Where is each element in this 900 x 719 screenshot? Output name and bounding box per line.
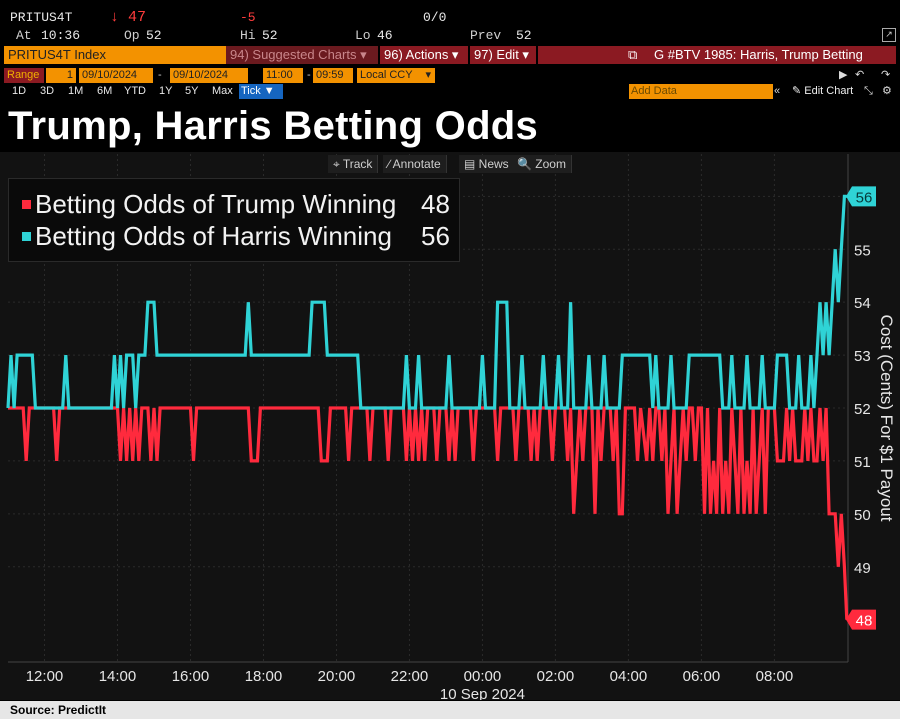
- actions-menu[interactable]: 96) Actions ▾: [380, 46, 468, 64]
- x-date-label: 10 Sep 2024: [440, 686, 525, 700]
- timeframe-1m[interactable]: 1M: [68, 85, 84, 97]
- harris-line: [6, 194, 847, 410]
- x-tick-label: 20:00: [318, 668, 356, 685]
- chart-type-icon[interactable]: ⤡: [864, 85, 873, 97]
- y-tick-label: 55: [854, 242, 871, 259]
- legend-label-trump: Betting Odds of Trump Winning: [35, 189, 397, 219]
- range-dash: -: [158, 69, 162, 81]
- start-time-input[interactable]: 11:00: [263, 68, 303, 83]
- undo-icon[interactable]: ↶: [855, 69, 865, 81]
- legend: Betting Odds of Trump Winning 48 Betting…: [8, 178, 460, 262]
- play-icon[interactable]: ▶: [839, 69, 848, 81]
- x-tick-label: 02:00: [537, 668, 575, 685]
- range-input[interactable]: 1: [46, 68, 76, 83]
- x-tick-label: 18:00: [245, 668, 283, 685]
- currency-value: Local CCY: [360, 69, 413, 81]
- timeframe-5y[interactable]: 5Y: [185, 85, 199, 97]
- zoom-button[interactable]: 🔍 Zoom: [512, 155, 572, 173]
- edit-menu[interactable]: 97) Edit ▾: [470, 46, 536, 64]
- price-change: -5: [240, 10, 256, 25]
- trump-line: [8, 406, 849, 620]
- suggested-charts-menu[interactable]: 94) Suggested Charts ▾: [226, 46, 378, 64]
- quote-time: 10:36: [41, 28, 81, 43]
- high-value: 52: [262, 28, 278, 43]
- y-tick-label: 53: [854, 348, 871, 365]
- timeframe-ytd[interactable]: YTD: [124, 85, 146, 97]
- ticker-symbol: PRITUS4T: [10, 10, 73, 25]
- chevron-down-icon: ▾: [425, 69, 431, 81]
- open-label: Op: [124, 28, 140, 43]
- legend-item-trump: Betting Odds of Trump Winning: [22, 189, 396, 220]
- command-bar: PRITUS4T Index 94) Suggested Charts ▾ 96…: [0, 46, 900, 64]
- security-field[interactable]: PRITUS4T Index: [4, 46, 226, 64]
- bid-ask: 0/0: [423, 10, 447, 25]
- settings-gear-icon[interactable]: ⚙: [882, 85, 892, 97]
- harris-last-badge: [846, 186, 876, 207]
- timeframe-1y[interactable]: 1Y: [159, 85, 173, 97]
- low-label: Lo: [355, 28, 371, 43]
- timeframe-3d[interactable]: 3D: [40, 85, 55, 97]
- expand-icon[interactable]: ↗: [882, 28, 896, 42]
- y-tick-label: 49: [854, 560, 871, 577]
- harris-last-value-label: 56: [856, 189, 873, 206]
- x-tick-label: 06:00: [683, 668, 721, 685]
- chart-title-bar: ⧉ G #BTV 1985: Harris, Trump Betting: [538, 46, 896, 64]
- track-button[interactable]: ⌖ Track: [328, 155, 379, 173]
- timeframe-bar: 1D 3D 1M 6M YTD 1Y 5Y Max Tick ▼ Add Dat…: [0, 84, 900, 100]
- range-label: Range: [4, 68, 44, 83]
- legend-value-harris: 56: [421, 221, 450, 251]
- timeframe-6m[interactable]: 6M: [97, 85, 113, 97]
- x-tick-label: 00:00: [464, 668, 502, 685]
- legend-value-trump: 48: [421, 189, 450, 219]
- legend-item-harris: Betting Odds of Harris Winning: [22, 221, 392, 252]
- headline: Trump, Harris Betting Odds: [8, 104, 539, 148]
- harris-swatch: [22, 231, 31, 241]
- trump-swatch: [22, 199, 31, 209]
- open-value: 52: [146, 28, 162, 43]
- x-tick-label: 14:00: [99, 668, 137, 685]
- start-date-input[interactable]: 09/10/2024: [79, 68, 153, 83]
- y-tick-label: 52: [854, 401, 871, 418]
- range-bar: Range 1 09/10/2024 - 09/10/2024 11:00 - …: [0, 68, 900, 84]
- at-label: At: [16, 28, 32, 43]
- last-price: ↓ 47: [110, 9, 147, 26]
- chart-title: G #BTV 1985: Harris, Trump Betting: [654, 47, 863, 62]
- x-tick-label: 04:00: [610, 668, 648, 685]
- news-button[interactable]: ▤ News: [459, 155, 515, 173]
- prev-value: 52: [516, 28, 532, 43]
- time-dash: -: [307, 69, 311, 81]
- timeframe-max[interactable]: Max: [212, 85, 233, 97]
- end-date-input[interactable]: 09/10/2024: [170, 68, 248, 83]
- add-data-input[interactable]: Add Data: [629, 84, 773, 99]
- y-tick-label: 54: [854, 295, 871, 312]
- high-label: Hi: [240, 28, 256, 43]
- edit-chart-button[interactable]: ✎ Edit Chart: [792, 85, 854, 97]
- trump-last-badge: [846, 609, 876, 630]
- trump-last-value-label: 48: [856, 613, 873, 630]
- x-tick-label: 16:00: [172, 668, 210, 685]
- end-time-input[interactable]: 09:59: [313, 68, 353, 83]
- currency-select[interactable]: Local CCY ▾: [357, 68, 435, 83]
- legend-label-harris: Betting Odds of Harris Winning: [35, 221, 392, 251]
- redo-icon[interactable]: ↷: [881, 69, 891, 81]
- timeframe-1d[interactable]: 1D: [12, 85, 27, 97]
- y-axis-label: Cost (Cents) For $1 Payout: [877, 315, 896, 522]
- low-value: 46: [377, 28, 393, 43]
- tick-dropdown[interactable]: Tick ▼: [239, 84, 283, 99]
- y-tick-label: 51: [854, 454, 871, 471]
- collapse-icon[interactable]: «: [774, 85, 781, 97]
- y-tick-label: 50: [854, 507, 871, 524]
- annotate-button[interactable]: ∕ Annotate: [383, 155, 447, 173]
- source-footer: Source: PredictIt: [0, 701, 900, 719]
- export-icon[interactable]: ⧉: [628, 47, 638, 62]
- x-tick-label: 22:00: [391, 668, 429, 685]
- prev-label: Prev: [470, 28, 502, 43]
- x-tick-label: 08:00: [756, 668, 794, 685]
- x-tick-label: 12:00: [26, 668, 64, 685]
